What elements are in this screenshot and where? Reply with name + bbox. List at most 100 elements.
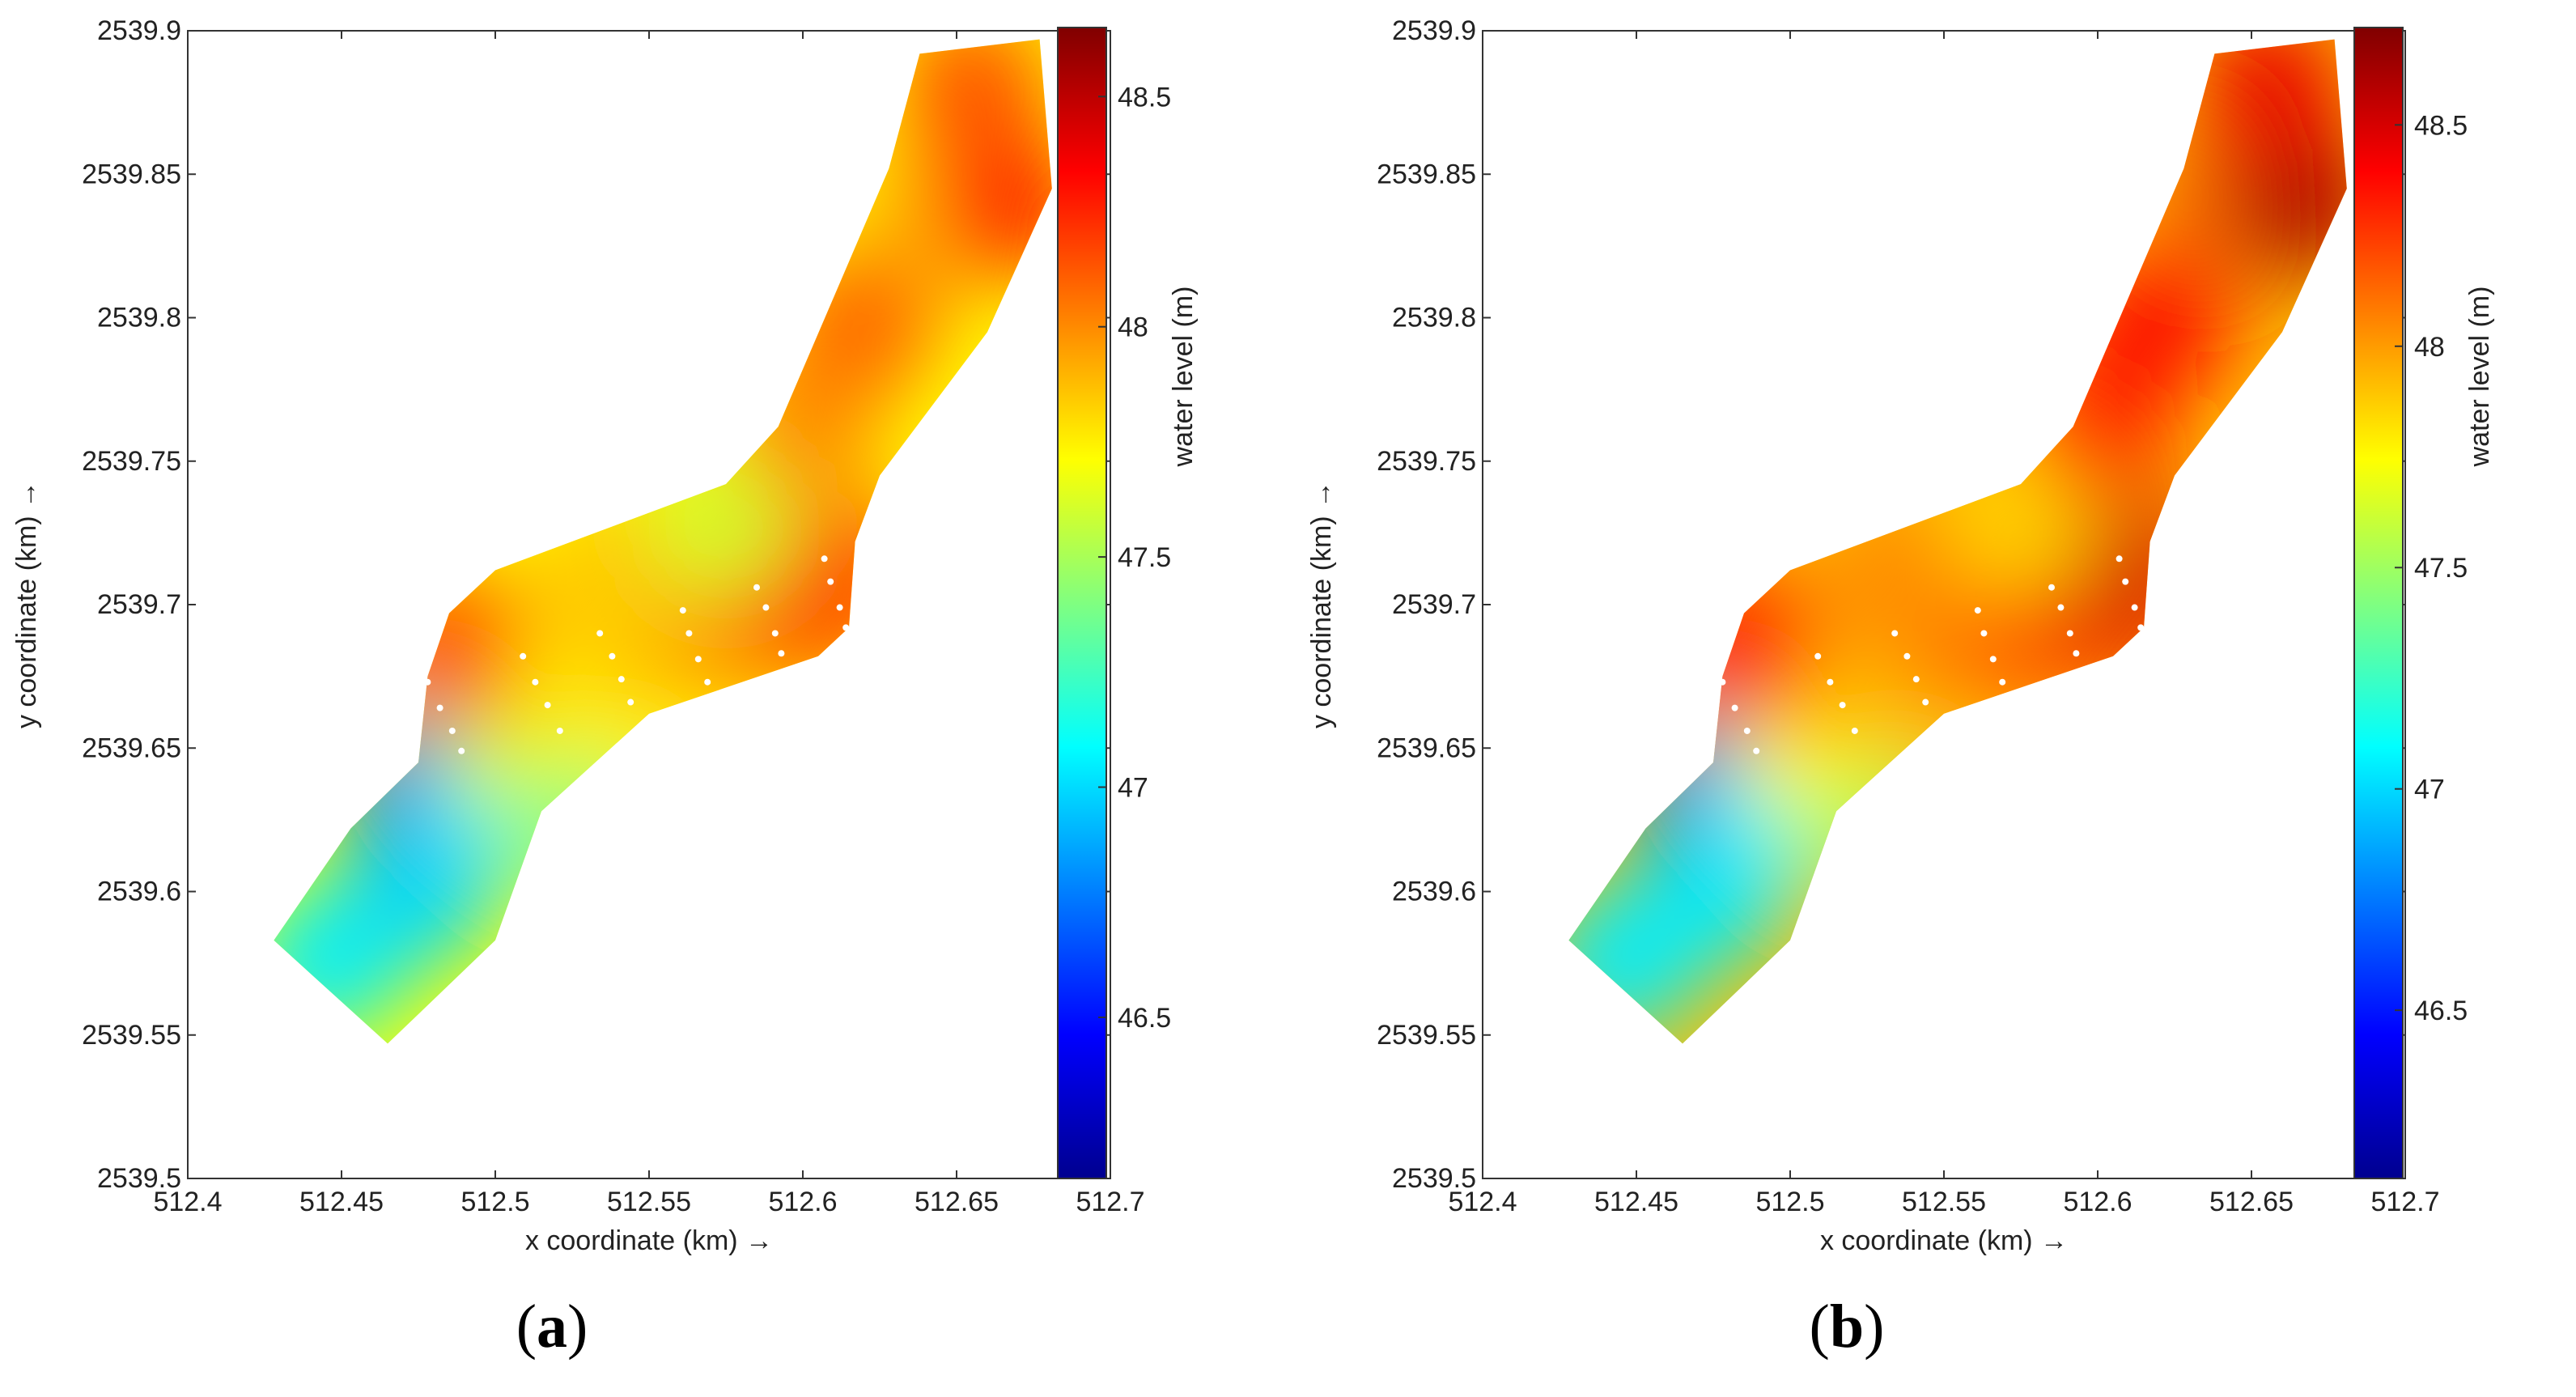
structure-point (1719, 678, 1726, 686)
structure-point (520, 652, 527, 660)
y-tick-label: 2539.6 (97, 877, 181, 907)
structure-point (753, 584, 760, 591)
structure-point (1731, 704, 1738, 711)
x-axis-title: x coordinate (km) → (525, 1225, 773, 1256)
colorbar-tick-label: 47.5 (2414, 553, 2468, 584)
structure-point (836, 604, 843, 611)
structure-point (2073, 650, 2080, 657)
colorbar-tick-label: 47.5 (1118, 542, 1171, 573)
structure-point (1814, 652, 1822, 660)
structure-point (424, 678, 431, 686)
structure-point (544, 702, 551, 709)
x-tick-label: 512.6 (768, 1187, 837, 1217)
structure-point (609, 652, 616, 660)
structure-point (436, 704, 443, 711)
x-tick-label: 512.7 (2370, 1187, 2439, 1217)
y-tick-label: 2539.7 (1392, 589, 1476, 620)
y-tick-label: 2539.85 (1377, 159, 1476, 189)
x-tick-label: 512.65 (915, 1187, 999, 1217)
y-tick-label: 2539.7 (97, 589, 181, 620)
y-tick-label: 2539.65 (1377, 732, 1476, 763)
structure-point (821, 555, 828, 563)
y-tick-label: 2539.6 (1392, 877, 1476, 907)
structure-point (762, 604, 770, 611)
x-tick-label: 512.55 (607, 1187, 691, 1217)
structure-point (2116, 555, 2123, 563)
structure-point (1989, 656, 1997, 663)
colorbar-tick-label: 46.5 (2414, 996, 2468, 1026)
y-tick-label: 2539.8 (97, 303, 181, 333)
y-tick-label: 2539.75 (1377, 446, 1476, 477)
colorbar-tick-label: 48 (1118, 312, 1148, 343)
x-tick-label: 512.45 (1594, 1187, 1678, 1217)
colorbar-tick-label: 48.5 (2414, 110, 2468, 141)
structure-point (556, 727, 563, 734)
y-tick-label: 2539.9 (1392, 15, 1476, 46)
panel-label: (a) (516, 1293, 588, 1361)
structure-point (1980, 630, 1988, 637)
structure-point (596, 630, 604, 637)
x-tick-label: 512.6 (2063, 1187, 2132, 1217)
structure-point (1922, 698, 1929, 706)
y-tick-label: 2539.55 (82, 1020, 181, 1051)
y-tick-label: 2539.65 (82, 732, 181, 763)
colorbar-tick-label: 47 (1118, 773, 1148, 804)
y-axis-title: y coordinate (km) → (1306, 481, 1337, 728)
panel-label-open-paren: ( (1810, 1293, 1830, 1361)
x-tick-label: 512.7 (1076, 1187, 1144, 1217)
structure-point (2122, 578, 2129, 585)
colorbar (1057, 27, 1107, 1179)
x-tick-label: 512.55 (1902, 1187, 1986, 1217)
structure-point (1743, 727, 1751, 734)
x-tick-label: 512.65 (2209, 1187, 2294, 1217)
y-tick-label: 2539.9 (97, 15, 181, 46)
colorbar-tick-label: 48.5 (1118, 82, 1171, 113)
y-tick-label: 2539.55 (1377, 1020, 1476, 1051)
structures (424, 555, 850, 754)
panel-label-close-paren: ) (567, 1293, 588, 1361)
panel-label: (b) (1810, 1293, 1885, 1361)
structure-point (827, 578, 834, 585)
structure-point (1974, 607, 1981, 614)
panel-label-letter: a (537, 1293, 567, 1361)
structure-point (532, 678, 539, 686)
y-tick-label: 2539.85 (82, 159, 181, 189)
structure-point (679, 607, 686, 614)
structures (1719, 555, 2145, 754)
structure-point (1891, 630, 1899, 637)
structure-point (704, 678, 711, 686)
structure-point (2137, 624, 2145, 631)
structure-point (1999, 678, 2006, 686)
colorbar-title: water level (m) (1168, 287, 1199, 468)
structure-point (458, 747, 465, 754)
y-axis-title: y coordinate (km) → (11, 481, 42, 728)
structure-point (1851, 727, 1858, 734)
x-tick-label: 512.5 (1755, 1187, 1824, 1217)
y-tick-label: 2539.5 (1392, 1163, 1476, 1194)
structure-point (2066, 630, 2073, 637)
colorbar (2353, 27, 2404, 1179)
y-tick-label: 2539.75 (82, 446, 181, 477)
structure-point (771, 630, 779, 637)
panel-a: 512.4 512.45 512.5 512.55 512.6 512.65 512.7 25… (11, 15, 1199, 1361)
x-tick-label: 512.4 (153, 1187, 222, 1217)
panel-label-letter: b (1830, 1293, 1864, 1361)
structure-point (1903, 652, 1911, 660)
x-tick-label: 512.5 (460, 1187, 529, 1217)
structure-point (778, 650, 785, 657)
structure-point (2057, 604, 2065, 611)
x-axis-title: x coordinate (km) → (1820, 1225, 2068, 1256)
structure-point (2048, 584, 2055, 591)
panel-label-close-paren: ) (1864, 1293, 1884, 1361)
x-tick-label: 512.4 (1448, 1187, 1517, 1217)
structure-point (448, 727, 456, 734)
colorbar-tick-label: 47 (2414, 775, 2445, 805)
structure-point (1912, 676, 1920, 683)
panel-label-open-paren: ( (516, 1293, 537, 1361)
structure-point (2131, 604, 2138, 611)
structure-point (842, 624, 850, 631)
panel-b: 512.4 512.45 512.5 512.55 512.6 512.65 512.7 25… (1306, 15, 2495, 1361)
structure-point (685, 630, 693, 637)
structure-point (1753, 747, 1760, 754)
